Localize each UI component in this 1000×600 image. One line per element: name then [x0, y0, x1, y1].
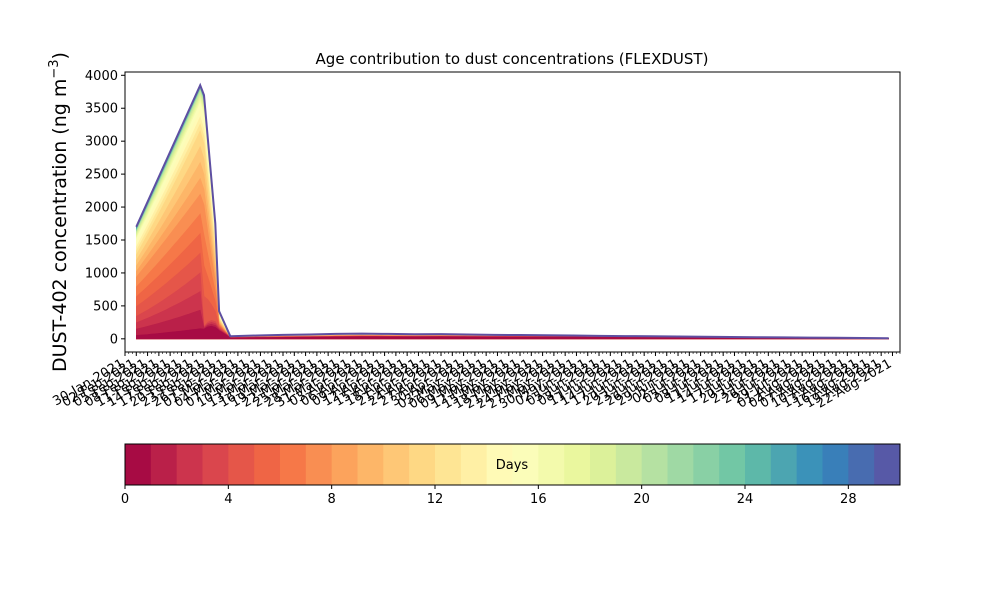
colorbar-segment-19	[615, 444, 643, 485]
colorbar-tick-label: 12	[427, 492, 444, 507]
colorbar-tick-label: 0	[121, 492, 129, 507]
y-tick-label: 1000	[85, 266, 118, 281]
colorbar-segment-15	[512, 444, 539, 485]
colorbar-segment-3	[202, 444, 229, 485]
colorbar-tick-label: 28	[840, 492, 857, 507]
y-axis-ticks: 0 500 1000 1500 2000 2500 3000 3500 4000	[85, 69, 125, 347]
colorbar-segment-13	[460, 444, 488, 485]
colorbar-tick-label: 24	[737, 492, 754, 507]
y-axis-label-superscript: −3	[47, 59, 62, 78]
y-axis-label-base: DUST-402 concentration (ng m	[49, 79, 71, 372]
colorbar-tick-label: 4	[224, 492, 232, 507]
colorbar-segment-10	[383, 444, 410, 485]
colorbar-segment-24	[745, 444, 772, 485]
y-tick-label: 4000	[85, 69, 118, 84]
y-tick-label: 2000	[85, 201, 118, 216]
colorbar-segment-0	[125, 444, 152, 485]
colorbar-tick-label: 16	[530, 492, 547, 507]
total-concentration-line	[135, 82, 889, 340]
colorbar-ticks: 0 4 8 12 16 20 24 28	[121, 485, 857, 507]
colorbar-segment-22	[693, 444, 720, 485]
y-tick-label: 2500	[85, 168, 118, 183]
colorbar-segment-20	[641, 444, 668, 485]
y-tick-label: 3500	[85, 102, 118, 117]
colorbar-frame	[124, 443, 901, 486]
y-axis-label: DUST-402 concentration (ng m−3)	[47, 52, 71, 372]
colorbar-segment-28	[848, 444, 875, 485]
y-tick-label: 0	[110, 332, 118, 347]
chart-title: Age contribution to dust concentrations …	[316, 50, 709, 68]
colorbar-segment-26	[796, 444, 823, 485]
colorbar-segment-7	[305, 444, 333, 485]
colorbar-segment-8	[331, 444, 358, 485]
colorbar-segment-25	[770, 444, 798, 485]
colorbar-segment-27	[822, 444, 849, 485]
colorbar-segment-11	[409, 444, 436, 485]
colorbar-segment-16	[538, 444, 565, 485]
colorbar-segment-17	[564, 444, 591, 485]
colorbar-label: Days	[496, 458, 529, 473]
y-tick-label: 500	[93, 299, 118, 314]
colorbar-segment-18	[590, 444, 617, 485]
area-layers	[135, 82, 890, 340]
colorbar-segment-21	[667, 444, 694, 485]
colorbar-segment-4	[228, 444, 255, 485]
colorbar-segment-1	[150, 444, 178, 485]
plot-frame	[124, 71, 901, 353]
colorbar-segment-2	[176, 444, 203, 485]
colorbar-segment-29	[874, 444, 901, 485]
colorbar-tick-label: 20	[633, 492, 650, 507]
colorbar-segment-12	[435, 444, 462, 485]
colorbar	[125, 444, 901, 485]
x-axis-ticks: 30-Jan-202102-Feb-202105-Feb-202108-Feb-…	[50, 352, 901, 412]
y-axis-label-close: )	[49, 52, 71, 59]
y-tick-label: 1500	[85, 234, 118, 249]
colorbar-segment-6	[280, 444, 307, 485]
colorbar-tick-label: 8	[328, 492, 336, 507]
colorbar-segment-23	[719, 444, 746, 485]
colorbar-segment-5	[254, 444, 281, 485]
colorbar-segment-9	[357, 444, 384, 485]
y-tick-label: 3000	[85, 135, 118, 150]
colorbar-segment-14	[486, 444, 513, 485]
